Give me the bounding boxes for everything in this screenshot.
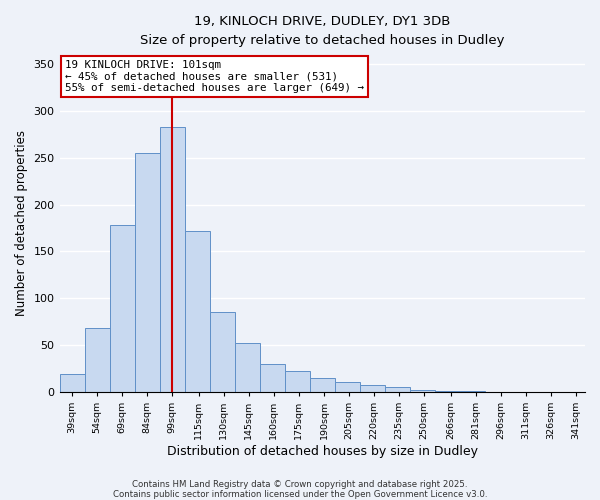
Bar (310, 378, 335, 392)
Bar (360, 385, 385, 392)
Bar (110, 225, 134, 392)
Bar (385, 387, 410, 392)
Bar (160, 127, 185, 392)
Bar (235, 343, 260, 392)
Text: 19 KINLOCH DRIVE: 101sqm
← 45% of detached houses are smaller (531)
55% of semi-: 19 KINLOCH DRIVE: 101sqm ← 45% of detach… (65, 60, 364, 94)
Bar (59, 374, 85, 392)
Y-axis label: Number of detached properties: Number of detached properties (15, 130, 28, 316)
Bar (134, 153, 160, 392)
Text: Contains public sector information licensed under the Open Government Licence v3: Contains public sector information licen… (113, 490, 487, 499)
Bar (209, 312, 235, 392)
Bar (185, 231, 209, 392)
Bar (335, 382, 360, 392)
Bar (435, 390, 460, 392)
Text: Contains HM Land Registry data © Crown copyright and database right 2025.: Contains HM Land Registry data © Crown c… (132, 480, 468, 489)
Bar (460, 390, 485, 392)
X-axis label: Distribution of detached houses by size in Dudley: Distribution of detached houses by size … (167, 444, 478, 458)
Bar (285, 371, 310, 392)
Bar (410, 390, 435, 392)
Bar (85, 328, 110, 392)
Bar (260, 364, 285, 392)
Title: 19, KINLOCH DRIVE, DUDLEY, DY1 3DB
Size of property relative to detached houses : 19, KINLOCH DRIVE, DUDLEY, DY1 3DB Size … (140, 15, 505, 47)
